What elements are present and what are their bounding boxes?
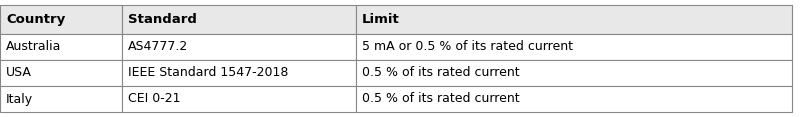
Bar: [356, 60, 792, 86]
Text: Standard: Standard: [128, 13, 197, 26]
Text: IEEE Standard 1547-2018: IEEE Standard 1547-2018: [128, 66, 288, 79]
Bar: [0, 5, 122, 34]
Bar: [122, 60, 356, 86]
Text: Australia: Australia: [6, 40, 62, 53]
Text: Country: Country: [6, 13, 66, 26]
Text: 0.5 % of its rated current: 0.5 % of its rated current: [362, 93, 520, 106]
Bar: [122, 86, 356, 112]
Text: Limit: Limit: [362, 13, 400, 26]
Text: CEI 0-21: CEI 0-21: [128, 93, 181, 106]
Bar: [0, 34, 122, 60]
Text: Italy: Italy: [6, 93, 33, 106]
Bar: [122, 34, 356, 60]
Text: USA: USA: [6, 66, 32, 79]
Bar: [0, 60, 122, 86]
Text: 0.5 % of its rated current: 0.5 % of its rated current: [362, 66, 520, 79]
Text: 5 mA or 0.5 % of its rated current: 5 mA or 0.5 % of its rated current: [362, 40, 573, 53]
Bar: [356, 5, 792, 34]
Bar: [122, 5, 356, 34]
Bar: [0, 86, 122, 112]
Bar: [356, 34, 792, 60]
Text: AS4777.2: AS4777.2: [128, 40, 188, 53]
Bar: [356, 86, 792, 112]
